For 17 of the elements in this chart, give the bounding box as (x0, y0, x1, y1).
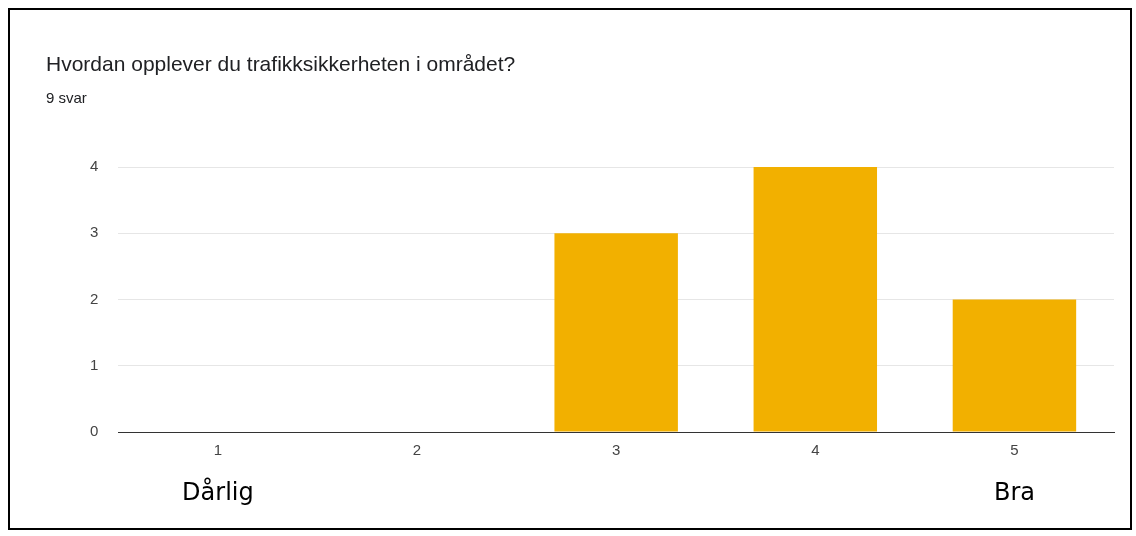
x-tick-label: 2 (412, 441, 422, 459)
y-tick-label: 2 (90, 289, 99, 307)
y-tick-label: 0 (90, 422, 99, 440)
y-tick-label: 4 (90, 157, 99, 175)
text: Dårlig (182, 477, 254, 507)
x-tick-label: 5 (1010, 441, 1019, 459)
chart-title: Hvordan opplever du trafikksikkerheten i området? (46, 52, 516, 76)
bar (952, 299, 1077, 432)
bar (554, 233, 678, 432)
bar (753, 167, 878, 432)
x-tick-label: 3 (612, 441, 621, 459)
x-tick-label: 4 (811, 441, 820, 459)
text: Bra (993, 478, 1035, 507)
chart-subtitle: 9 svar (46, 89, 87, 106)
y-tick-label: 3 (90, 223, 99, 241)
x-tick-label: 1 (213, 441, 223, 459)
y-tick-label: 1 (90, 355, 99, 373)
